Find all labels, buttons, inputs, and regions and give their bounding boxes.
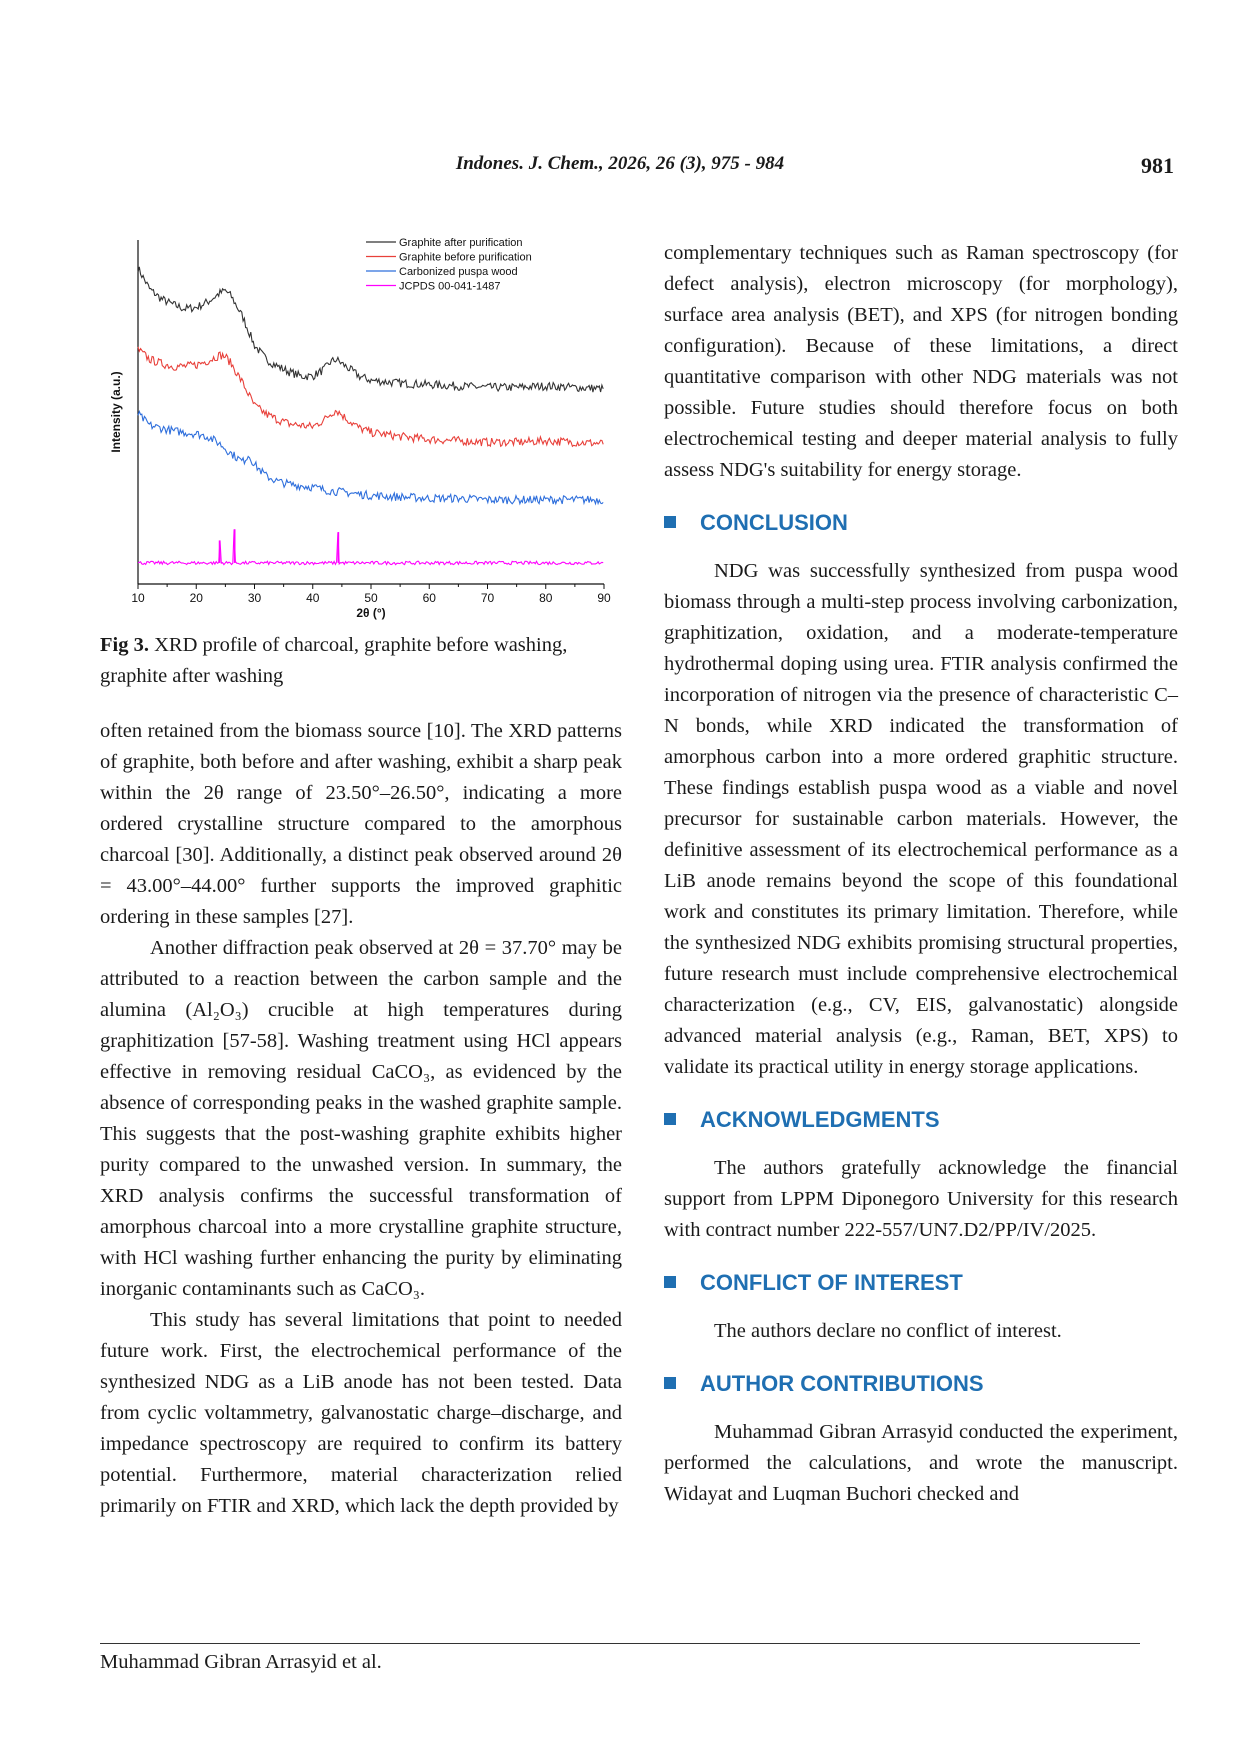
caption-text: XRD profile of charcoal, graphite before… [100, 634, 568, 687]
legend-label: JCPDS 00-041-1487 [399, 281, 501, 293]
x-tick-label: 60 [423, 591, 437, 605]
section-square-icon [664, 1113, 676, 1125]
right-column: complementary techniques such as Raman s… [664, 238, 1178, 1510]
section-heading-text: CONFLICT OF INTEREST [700, 1270, 963, 1295]
x-tick-label: 80 [539, 591, 553, 605]
x-axis-label: 2θ (°) [356, 606, 385, 620]
x-tick-label: 40 [306, 591, 320, 605]
left-paragraph: Another diffraction peak observed at 2θ … [100, 937, 622, 1300]
left-column: often retained from the biomass source [… [100, 716, 622, 1522]
xrd-chart: 10 20 30 40 50 60 70 80 90 2θ (°) Intensity (a.u.)… [109, 237, 611, 620]
legend-label: Carbonized puspa wood [399, 266, 518, 278]
figure-caption: Fig 3. XRD profile of charcoal, graphite… [100, 630, 630, 692]
section-square-icon [664, 1377, 676, 1389]
section-heading-text: AUTHOR CONTRIBUTIONS [700, 1371, 984, 1396]
footer-divider [100, 1643, 1140, 1644]
journal-header: Indones. J. Chem., 2026, 26 (3), 975 - 9… [455, 153, 785, 174]
contributions-paragraph: Muhammad Gibran Arrasyid conducted the e… [664, 1421, 1178, 1505]
x-tick-label: 30 [248, 591, 262, 605]
x-tick-label: 20 [190, 591, 204, 605]
section-heading-text: ACKNOWLEDGMENTS [700, 1107, 940, 1132]
series-line [137, 409, 604, 506]
left-paragraph: often retained from the biomass source [… [100, 720, 622, 928]
section-heading-text: CONCLUSION [700, 510, 848, 535]
right-intro-paragraph: complementary techniques such as Raman s… [664, 242, 1178, 481]
section-square-icon [664, 516, 676, 528]
legend-label: Graphite before purification [399, 252, 532, 264]
conclusion-paragraph: NDG was successfully synthesized from pu… [664, 560, 1178, 1078]
series-line [137, 346, 604, 448]
x-tick-label: 90 [597, 591, 611, 605]
caption-label: Fig 3. [100, 634, 149, 656]
section-square-icon [664, 1276, 676, 1288]
legend-label: Graphite after purification [399, 237, 523, 249]
footer-authors: Muhammad Gibran Arrasyid et al. [100, 1651, 382, 1673]
conflict-paragraph: The authors declare no conflict of inter… [714, 1320, 1062, 1342]
acknowledgments-paragraph: The authors gratefully acknowledge the f… [664, 1157, 1178, 1241]
section-heading-contributions: AUTHOR CONTRIBUTIONS [664, 1369, 1178, 1399]
page-number: 981 [1141, 153, 1174, 178]
x-tick-label: 70 [481, 591, 495, 605]
section-heading-conflict: CONFLICT OF INTEREST [664, 1268, 1178, 1298]
series-line [137, 529, 604, 566]
xrd-figure: 10 20 30 40 50 60 70 80 90 2θ (°) Intensity (a.u.)… [100, 232, 640, 632]
series-line [137, 266, 604, 393]
left-paragraph: This study has several limitations that … [100, 1309, 622, 1517]
x-tick-label: 50 [364, 591, 378, 605]
y-axis-label: Intensity (a.u.) [109, 371, 123, 452]
x-tick-label: 10 [131, 591, 145, 605]
section-heading-conclusion: CONCLUSION [664, 508, 1178, 538]
section-heading-acknowledgments: ACKNOWLEDGMENTS [664, 1105, 1178, 1135]
